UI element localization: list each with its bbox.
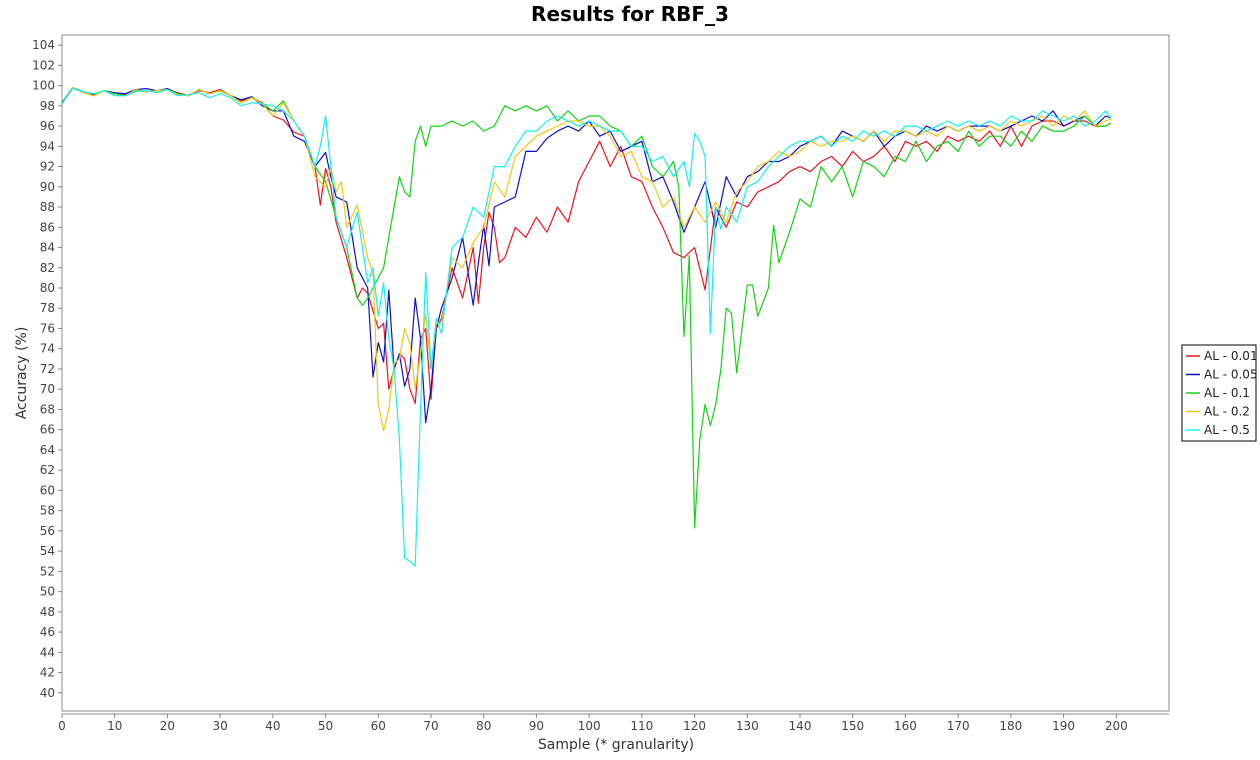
x-tick-label: 80 — [476, 719, 491, 733]
y-tick-label: 52 — [40, 564, 55, 578]
y-tick-label: 82 — [40, 261, 55, 275]
x-tick-label: 0 — [58, 719, 66, 733]
series-line-4 — [61, 87, 1112, 567]
y-tick-label: 50 — [40, 585, 55, 599]
x-tick-label: 30 — [213, 719, 228, 733]
y-tick-label: 100 — [32, 79, 55, 93]
x-tick-label: 200 — [1105, 719, 1128, 733]
x-tick-label: 100 — [578, 719, 601, 733]
x-tick-label: 40 — [265, 719, 280, 733]
x-tick-label: 90 — [529, 719, 544, 733]
y-tick-label: 58 — [40, 504, 55, 518]
y-tick-label: 40 — [40, 686, 55, 700]
x-tick-label: 140 — [789, 719, 812, 733]
x-axis: 0 10 20 30 40 50 60 70 80 90 100 110 120 130 140 150 160… — [58, 713, 1169, 733]
y-tick-label: 90 — [40, 180, 55, 194]
y-tick-label: 94 — [40, 139, 55, 153]
legend-entry: AL - 0.5 — [1204, 423, 1250, 437]
y-tick-label: 46 — [40, 625, 55, 639]
y-tick-label: 86 — [40, 220, 55, 234]
x-tick-label: 70 — [423, 719, 438, 733]
x-tick-label: 170 — [947, 719, 970, 733]
y-tick-label: 76 — [40, 321, 55, 335]
legend: AL - 0.01 AL - 0.05 AL - 0.1 AL - 0.2 AL - 0… — [1181, 344, 1258, 442]
x-tick-label: 60 — [371, 719, 386, 733]
y-tick-label: 74 — [40, 342, 55, 356]
y-tick-label: 62 — [40, 463, 55, 477]
x-tick-label: 160 — [894, 719, 917, 733]
y-tick-label: 60 — [40, 483, 55, 497]
y-tick-label: 66 — [40, 423, 55, 437]
plot-area — [61, 34, 1170, 712]
y-tick-label: 42 — [40, 666, 55, 680]
x-tick-label: 120 — [683, 719, 706, 733]
x-tick-label: 190 — [1052, 719, 1075, 733]
legend-entry: AL - 0.1 — [1204, 386, 1250, 400]
y-tick-label: 104 — [32, 38, 55, 52]
y-tick-label: 64 — [40, 443, 55, 457]
y-tick-label: 96 — [40, 119, 55, 133]
x-tick-label: 10 — [107, 719, 122, 733]
y-axis-label: Accuracy (%) — [14, 327, 30, 420]
legend-entry: AL - 0.05 — [1204, 368, 1258, 382]
x-tick-label: 110 — [630, 719, 653, 733]
y-tick-label: 98 — [40, 99, 55, 113]
x-tick-label: 20 — [160, 719, 175, 733]
x-axis-label: Sample (* granularity) — [538, 737, 694, 753]
y-tick-label: 80 — [40, 281, 55, 295]
y-tick-label: 92 — [40, 160, 55, 174]
series-line-3 — [61, 86, 1112, 432]
y-axis: 40 42 44 46 48 50 52 54 56 58 60 62 64 66 68 70 72 74 76 78… — [32, 38, 62, 700]
y-tick-label: 78 — [40, 301, 55, 315]
y-tick-label: 48 — [40, 605, 55, 619]
y-tick-label: 88 — [40, 200, 55, 214]
y-tick-label: 44 — [40, 645, 55, 659]
y-tick-label: 70 — [40, 382, 55, 396]
y-tick-label: 54 — [40, 544, 55, 558]
series-layer — [61, 86, 1112, 567]
legend-entry: AL - 0.2 — [1204, 405, 1250, 419]
chart-title: Results for RBF_3 — [531, 2, 729, 26]
legend-entry: AL - 0.01 — [1204, 349, 1258, 363]
x-tick-label: 50 — [318, 719, 333, 733]
y-tick-label: 68 — [40, 402, 55, 416]
x-tick-label: 180 — [999, 719, 1022, 733]
y-tick-label: 56 — [40, 524, 55, 538]
x-tick-label: 150 — [841, 719, 864, 733]
x-tick-label: 130 — [736, 719, 759, 733]
y-tick-label: 84 — [40, 241, 55, 255]
y-tick-label: 72 — [40, 362, 55, 376]
y-tick-label: 102 — [32, 58, 55, 72]
